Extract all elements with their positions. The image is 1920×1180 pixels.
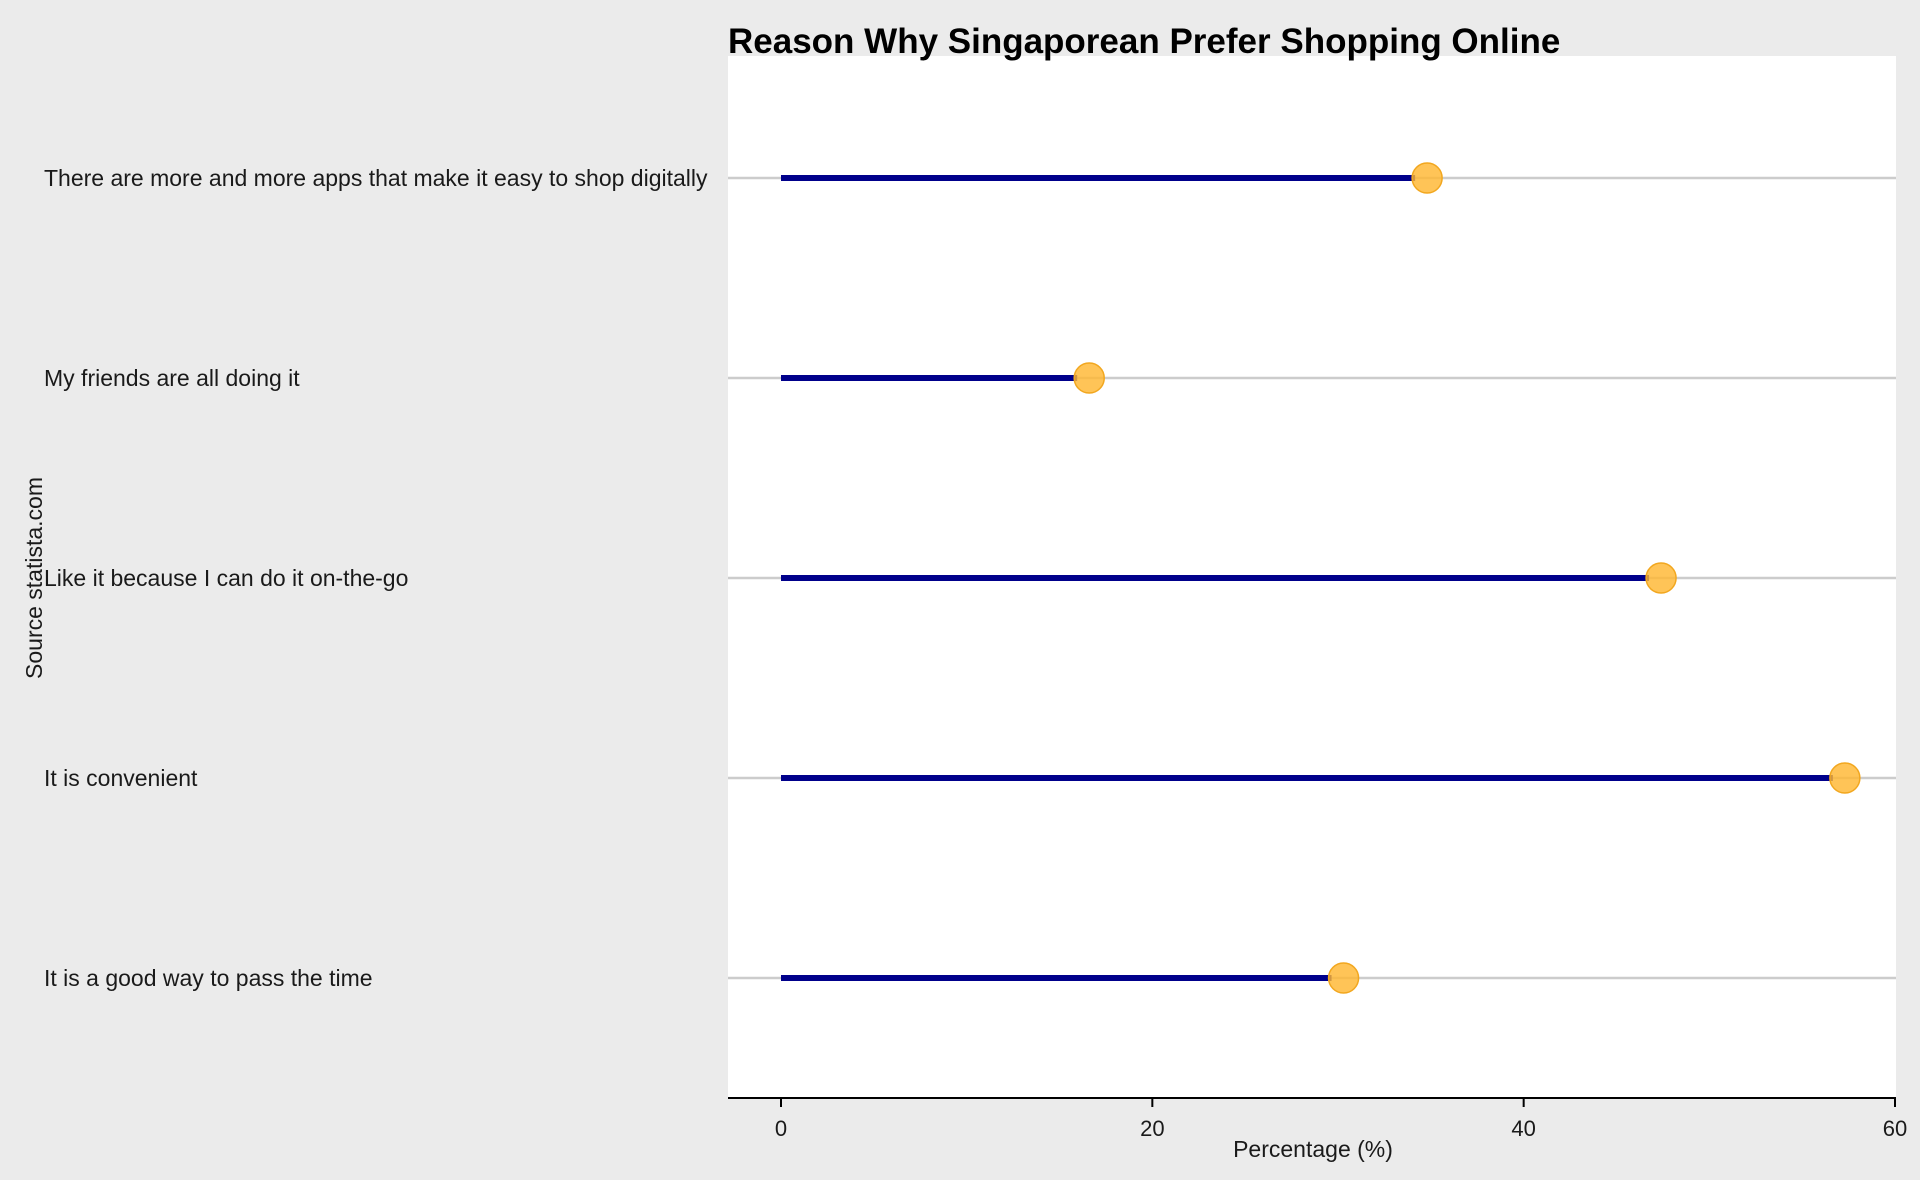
category-label: There are more and more apps that make i…: [44, 165, 708, 191]
category-label: My friends are all doing it: [44, 365, 300, 391]
y-axis-title: Source statista.com: [21, 477, 47, 679]
lollipop-marker: [1327, 962, 1360, 994]
marker-layer: [1073, 162, 1861, 994]
chart-title: Reason Why Singaporean Prefer Shopping O…: [728, 22, 1560, 61]
category-labels: There are more and more apps that make i…: [44, 165, 708, 991]
x-axis-title: Percentage (%): [1233, 1136, 1393, 1162]
category-label: It is a good way to pass the time: [44, 965, 373, 991]
x-axis: 0 20 40 60: [728, 1097, 1907, 1141]
x-tick-label: 60: [1883, 1116, 1907, 1141]
lollipop-marker: [1411, 162, 1443, 194]
x-tick-label: 20: [1140, 1116, 1164, 1141]
category-label: Like it because I can do it on-the-go: [44, 565, 408, 591]
lollipop-marker: [1829, 762, 1861, 794]
category-label: It is convenient: [44, 765, 198, 791]
lollipop-marker: [1073, 362, 1105, 394]
x-tick-label: 40: [1511, 1116, 1535, 1141]
stem-layer: [781, 175, 1833, 981]
lollipop-marker: [1645, 562, 1677, 594]
x-tick-label: 0: [775, 1116, 787, 1141]
